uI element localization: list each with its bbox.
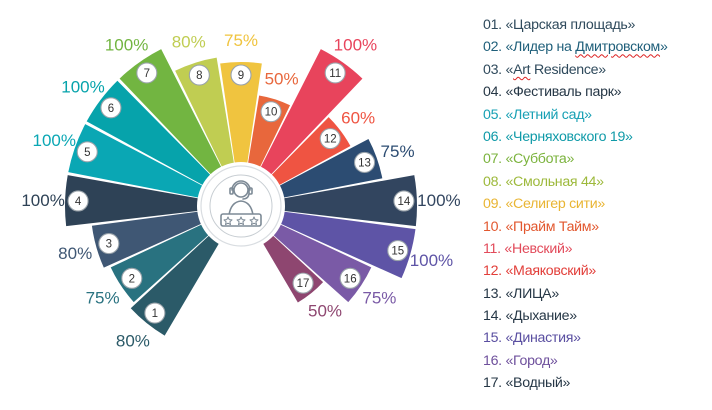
svg-text:8: 8	[196, 70, 202, 82]
sector-8	[175, 57, 234, 167]
legend-item-14: 14. «Дыхание»	[483, 308, 577, 325]
sector-number-4: 4	[67, 190, 89, 212]
value-label-1: 80%	[116, 331, 150, 350]
svg-text:9: 9	[238, 70, 244, 82]
value-label-8: 80%	[172, 33, 206, 52]
svg-text:11: 11	[329, 68, 341, 80]
value-label-13: 75%	[381, 142, 415, 161]
legend-item-17: 17. «Водный»	[483, 375, 571, 392]
sector-number-8: 8	[188, 64, 210, 86]
legend-item-3: 03. «Art Residence»	[483, 61, 606, 78]
sector-number-10: 10	[260, 101, 282, 123]
sector-number-3: 3	[98, 233, 120, 255]
sector-3	[91, 211, 201, 268]
value-label-14: 100%	[417, 191, 460, 210]
legend-item-4: 04. «Фестиваль парк»	[483, 84, 622, 101]
value-label-12: 60%	[341, 109, 375, 128]
svg-text:14: 14	[398, 196, 411, 208]
sector-number-6: 6	[100, 97, 122, 119]
legend-item-5: 05. «Летний сад»	[483, 106, 592, 123]
svg-text:13: 13	[358, 157, 371, 169]
value-label-7: 100%	[105, 35, 148, 54]
svg-text:12: 12	[324, 134, 337, 146]
chart-legend: 01. «Царская площадь» 02. «Лидер на Дмитр…	[483, 14, 708, 395]
legend-item-7: 07. «Суббота»	[483, 151, 575, 168]
value-label-10: 50%	[265, 69, 299, 88]
sector-number-11: 11	[324, 62, 346, 84]
value-label-3: 80%	[58, 244, 92, 263]
value-label-17: 50%	[308, 301, 342, 320]
sector-5	[68, 124, 203, 198]
sector-number-13: 13	[354, 151, 376, 174]
sector-number-16: 16	[339, 267, 361, 289]
sector-number-5: 5	[76, 141, 98, 163]
sector-number-12: 12	[319, 128, 341, 150]
sector-number-17: 17	[292, 272, 314, 294]
sector-number-9: 9	[230, 64, 252, 86]
customer-rating-icon	[220, 180, 262, 227]
value-label-11: 100%	[334, 35, 377, 54]
svg-text:16: 16	[344, 273, 357, 285]
sector-13	[279, 138, 383, 198]
value-label-6: 100%	[61, 78, 104, 97]
svg-text:5: 5	[84, 147, 90, 159]
svg-text:17: 17	[297, 278, 310, 290]
legend-item-8: 08. «Смольная 44»	[483, 173, 604, 190]
legend-item-12: 12. «Маяковский»	[483, 263, 596, 280]
value-label-4: 100%	[21, 191, 64, 210]
sector-number-7: 7	[136, 62, 158, 84]
sector-number-15: 15	[387, 240, 409, 262]
value-label-2: 75%	[86, 289, 120, 308]
legend-item-11: 11. «Невский»	[483, 240, 573, 257]
legend-item-13: 13. «ЛИЦА»	[483, 285, 559, 302]
svg-text:3: 3	[106, 239, 112, 251]
svg-text:1: 1	[152, 308, 158, 320]
value-label-16: 75%	[362, 289, 396, 308]
center-badge	[200, 165, 282, 247]
sector-number-2: 2	[121, 267, 143, 289]
sector-number-1: 1	[144, 302, 166, 324]
legend-item-10: 10. «Прайм Тайм»	[483, 218, 599, 235]
value-label-9: 75%	[224, 31, 258, 50]
svg-text:2: 2	[129, 273, 135, 285]
svg-text:7: 7	[144, 68, 150, 80]
svg-text:4: 4	[75, 196, 82, 208]
legend-item-9: 09. «Селигер сити»	[483, 196, 605, 213]
legend-item-16: 16. «Город»	[483, 352, 558, 369]
value-label-15: 100%	[410, 251, 453, 270]
svg-text:6: 6	[108, 103, 114, 115]
value-label-5: 100%	[33, 131, 76, 150]
sector-4	[64, 175, 198, 227]
sector-number-14: 14	[393, 190, 415, 212]
svg-text:10: 10	[265, 107, 278, 119]
legend-item-2: 02. «Лидер на Дмитровском»	[483, 39, 668, 56]
sector-15	[281, 211, 416, 279]
legend-item-15: 15. «Династия»	[483, 330, 581, 347]
legend-item-6: 06. «Черняховского 19»	[483, 128, 633, 145]
legend-item-1: 01. «Царская площадь»	[483, 17, 636, 33]
sector-14	[284, 175, 417, 227]
svg-text:15: 15	[391, 246, 404, 258]
sector-9	[220, 62, 262, 163]
